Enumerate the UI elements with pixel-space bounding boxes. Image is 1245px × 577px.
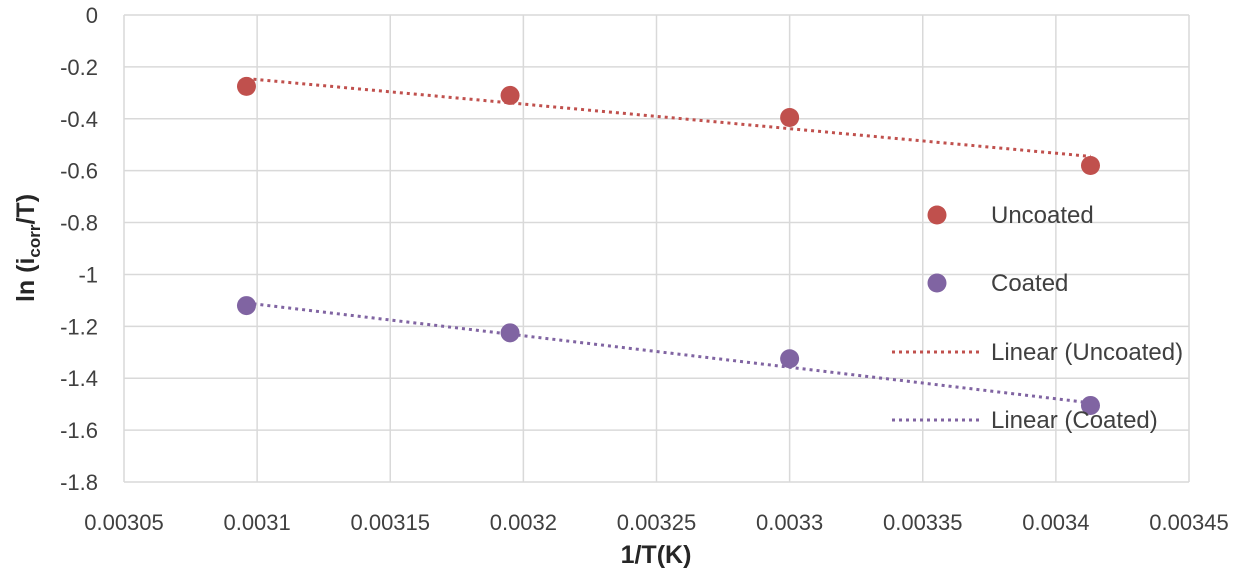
x-tick-label: 0.00335 [883,510,963,535]
data-point-uncoated [780,107,800,127]
legend-label-coated: Coated [991,270,1068,297]
y-tick-label: -1.8 [60,470,98,495]
x-tick-label: 0.00315 [350,510,430,535]
data-point-coated [500,323,520,343]
legend-label-uncoated: Uncoated [991,202,1094,229]
x-axis-title: 1/T(K) [621,541,692,569]
legend-marker-coated [927,273,947,293]
y-tick-label: 0 [86,3,98,28]
y-tick-label: -1.2 [60,314,98,339]
legend-label-linear-uncoated: Linear (Uncoated) [991,339,1183,366]
data-point-coated [236,296,256,316]
data-point-coated [780,349,800,369]
legend-marker-uncoated [927,205,947,225]
y-tick-label: -0.2 [60,55,98,80]
trendline-coated [246,301,1091,405]
y-tick-label: -1.4 [60,366,98,391]
y-tick-label: -0.8 [60,211,98,236]
y-tick-label: -0.4 [60,107,98,132]
data-points [236,76,1100,415]
y-axis-title: ln (icorr/T) [12,194,44,302]
trendlines [246,77,1091,405]
legend: Uncoated Coated Linear (Uncoated) Linear (C… [892,202,1183,434]
y-tick-labels: 0 -0.2 -0.4 -0.6 -0.8 -1 -1.2 -1.4 -1.6 -1.8 [60,3,98,495]
x-tick-labels: 0.00305 0.0031 0.00315 0.0032 0.00325 0.0033 0… [84,510,1229,535]
x-tick-label: 0.00345 [1149,510,1229,535]
y-tick-label: -1.6 [60,418,98,443]
data-point-uncoated [1080,155,1100,175]
data-point-uncoated [500,85,520,105]
x-tick-label: 0.0033 [756,510,823,535]
y-tick-label: -0.6 [60,159,98,184]
trendline-uncoated [246,77,1091,158]
y-axis-title-subscript: corr [25,224,44,257]
x-tick-label: 0.00305 [84,510,164,535]
x-tick-label: 0.0031 [223,510,290,535]
x-tick-label: 0.00325 [617,510,697,535]
data-point-uncoated [236,76,256,96]
x-tick-label: 0.0034 [1022,510,1089,535]
y-axis-title-suffix: /T) [12,194,40,225]
x-tick-label: 0.0032 [490,510,557,535]
grid [123,14,1190,483]
y-tick-label: -1 [78,262,98,287]
data-point-coated [1080,395,1100,415]
y-axis-title-prefix: ln (i [12,258,40,302]
legend-label-linear-coated: Linear (Coated) [991,407,1158,434]
